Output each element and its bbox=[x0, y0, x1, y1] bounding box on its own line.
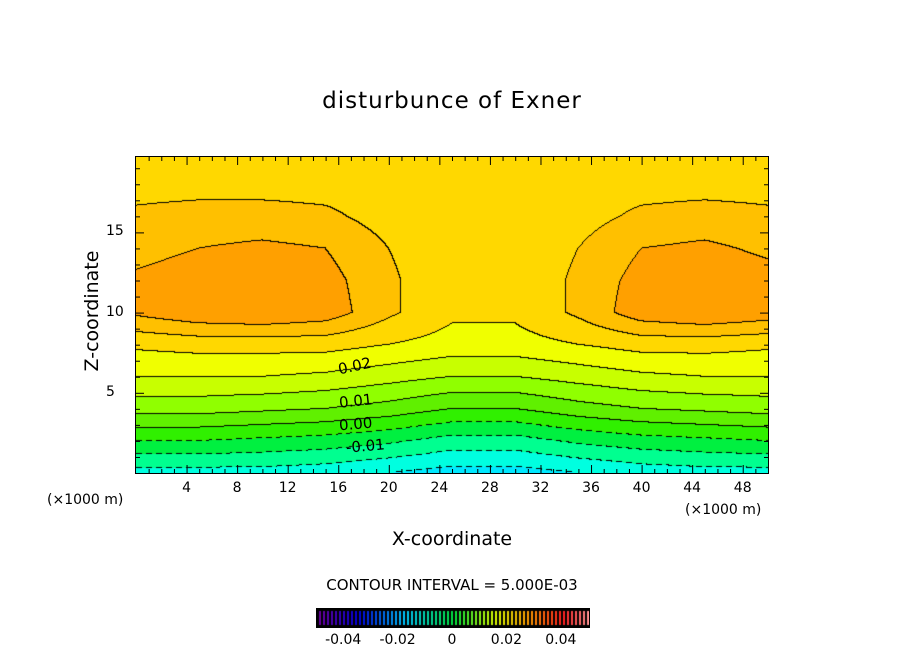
x-unit-right: (×1000 m) bbox=[685, 502, 762, 518]
x-tick-label: 48 bbox=[733, 480, 752, 496]
plot-frame bbox=[135, 156, 769, 474]
chart-title: disturbunce of Exner bbox=[322, 88, 582, 114]
x-tick-label: 44 bbox=[683, 480, 702, 496]
y-tick-label: 10 bbox=[106, 303, 124, 320]
y-tick-label: 15 bbox=[106, 223, 124, 240]
x-tick-label: 24 bbox=[430, 480, 449, 496]
x-tick-label: 12 bbox=[278, 480, 297, 496]
x-unit-left: (×1000 m) bbox=[47, 492, 124, 508]
y-axis-label: Z-coordinate bbox=[81, 250, 103, 372]
colorbar-tick-label: 0.04 bbox=[545, 632, 577, 648]
plot-area: 0.02 0.01 0.00 -0.01 bbox=[136, 157, 768, 473]
x-tick-label: 8 bbox=[232, 480, 242, 496]
contour-interval: CONTOUR INTERVAL = 5.000E-03 bbox=[326, 576, 578, 594]
contour-field bbox=[136, 157, 768, 473]
x-tick-label: 40 bbox=[632, 480, 651, 496]
x-tick-label: 20 bbox=[379, 480, 398, 496]
colorbar-tick-label: -0.04 bbox=[325, 632, 362, 648]
colorbar bbox=[316, 608, 590, 628]
x-tick-label: 16 bbox=[329, 480, 348, 496]
colorbar-tick-label: 0.02 bbox=[490, 632, 522, 648]
x-axis-label: X-coordinate bbox=[391, 528, 513, 550]
y-tick-label: 5 bbox=[106, 383, 115, 400]
colorbar-tick-label: 0 bbox=[447, 632, 457, 648]
x-tick-label: 32 bbox=[531, 480, 550, 496]
x-tick-label: 36 bbox=[582, 480, 600, 496]
colorbar-tick-label: -0.02 bbox=[379, 632, 416, 648]
x-tick-label: 28 bbox=[480, 480, 499, 496]
x-tick-label: 4 bbox=[182, 480, 192, 496]
